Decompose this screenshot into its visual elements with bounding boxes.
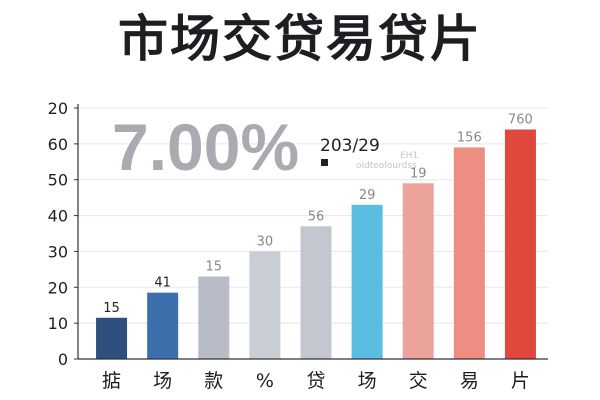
bar-value-label: 56 bbox=[308, 209, 325, 224]
y-tick-label: 10 bbox=[48, 314, 68, 333]
y-tick-label: 20 bbox=[48, 278, 68, 297]
bar-value-label: 19 bbox=[410, 166, 427, 181]
x-tick-label: 场 bbox=[358, 370, 377, 392]
big-figure-text: 7.00% bbox=[112, 110, 299, 184]
x-tick-label: 片 bbox=[511, 370, 530, 392]
bar-value-label: 760 bbox=[508, 113, 533, 128]
x-tick-label: 贷 bbox=[306, 370, 325, 392]
x-tick-label: 场 bbox=[153, 370, 172, 392]
x-tick-label: 掂 bbox=[102, 370, 121, 392]
bar-value-label: 15 bbox=[206, 260, 223, 275]
annotation-marker bbox=[321, 159, 328, 166]
annotation-sub-2: oidteolourdss bbox=[356, 161, 417, 171]
bar bbox=[249, 251, 281, 359]
x-tick-label: 易 bbox=[460, 370, 479, 392]
y-tick-label: 40 bbox=[48, 207, 68, 226]
annotation-value: 203/29 bbox=[320, 136, 380, 156]
y-tick-label: 50 bbox=[48, 171, 68, 190]
y-tick-label: 20 bbox=[48, 99, 68, 118]
bar bbox=[504, 129, 536, 359]
bar-value-label: 156 bbox=[457, 130, 482, 145]
bar bbox=[402, 183, 434, 359]
x-tick-label: 款 bbox=[204, 370, 223, 392]
bar bbox=[300, 226, 332, 359]
bar-value-label: 29 bbox=[359, 188, 376, 203]
chart-title: 市场交贷易贷片 bbox=[118, 10, 482, 68]
annotation-sub-1: EH1 bbox=[400, 151, 418, 161]
y-tick-label: 0 bbox=[58, 350, 68, 369]
y-tick-label: 60 bbox=[48, 135, 68, 154]
bar-value-label: 30 bbox=[257, 234, 274, 249]
bar-value-label: 15 bbox=[103, 301, 120, 316]
bar bbox=[351, 204, 383, 359]
bar bbox=[147, 292, 179, 359]
x-tick-label: 交 bbox=[409, 370, 428, 392]
bar bbox=[453, 147, 485, 359]
bar-value-label: 41 bbox=[154, 276, 171, 291]
y-tick-label: 30 bbox=[48, 242, 68, 261]
bar bbox=[96, 317, 128, 359]
x-tick-label: % bbox=[256, 370, 274, 392]
bar bbox=[198, 276, 230, 359]
